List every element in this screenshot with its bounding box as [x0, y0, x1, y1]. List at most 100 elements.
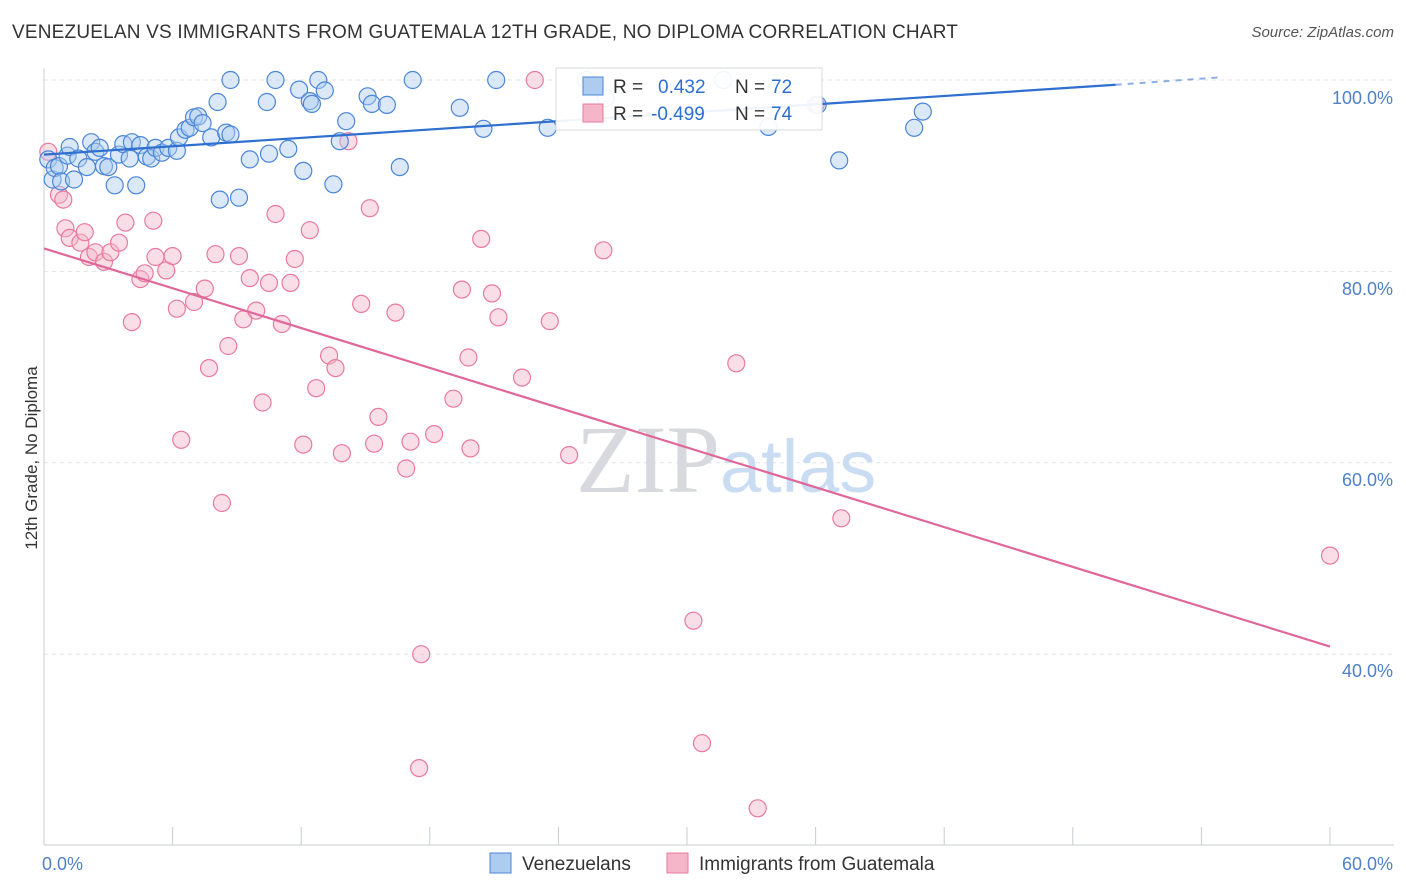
guatemala-point-20	[167, 299, 186, 318]
venezuelan-point-23	[142, 149, 161, 168]
y-axis-label: 12th Grade, No Diploma	[22, 366, 41, 550]
guatemala-point-26	[212, 493, 231, 513]
venezuelan-point-71	[913, 102, 932, 121]
venezuelan-point-15	[105, 176, 124, 195]
venezuelan-point-58	[390, 158, 409, 177]
guatemala-point-63	[525, 70, 544, 90]
guatemala-point-46	[360, 199, 379, 218]
guatemala-point-65	[559, 446, 579, 465]
guatemala-trend-line	[43, 247, 1331, 648]
x-tick-label-min: 0.0%	[42, 854, 83, 874]
guatemala-point-13	[122, 313, 141, 332]
guatemala-point-50	[397, 459, 416, 478]
y-tick-label-80: 80.0%	[1342, 279, 1393, 299]
guatemala-point-72	[832, 509, 851, 528]
venezuelan-point-35	[208, 92, 227, 112]
guatemala-point-28	[229, 247, 249, 266]
venezuelan-point-46	[290, 80, 309, 99]
venezuelan-point-50	[309, 70, 328, 90]
guatemala-point-51	[401, 432, 420, 451]
bottom-swatch-guatemala	[666, 852, 689, 874]
venezuelan-point-59	[403, 70, 422, 90]
guatemala-point-64	[540, 312, 559, 331]
guatemala-point-27	[219, 336, 238, 356]
bottom-swatch-venezuelans	[489, 852, 512, 874]
venezuelan-point-42	[257, 92, 276, 112]
venezuelan-point-9	[77, 158, 97, 177]
guatemala-point-36	[281, 273, 300, 292]
source-label: Source: ZipAtlas.com	[1251, 24, 1394, 41]
guatemala-point-68	[692, 734, 712, 753]
guatemala-point-6	[75, 223, 94, 242]
guatemala-point-56	[452, 280, 471, 299]
guatemala-point-52	[410, 758, 429, 778]
guatemala-point-66	[594, 241, 613, 260]
guatemala-point-70	[748, 799, 767, 818]
guatemala-point-2	[54, 190, 73, 209]
y-tick-label-60: 60.0%	[1342, 470, 1393, 490]
legend-swatch-guatemala	[582, 103, 604, 123]
guatemala-point-0	[39, 142, 58, 161]
guatemala-point-57	[459, 348, 478, 367]
watermark-zip: ZIP	[576, 406, 720, 513]
guatemala-point-30	[240, 269, 259, 288]
guatemala-point-47	[365, 434, 384, 453]
venezuelan-point-39	[229, 188, 249, 207]
guatemala-point-62	[512, 368, 532, 387]
guatemala-point-38	[294, 435, 313, 454]
venezuelan-point-41	[240, 150, 259, 169]
guatemala-point-23	[195, 279, 214, 298]
guatemala-point-37	[285, 249, 304, 269]
guatemala-point-3	[56, 219, 75, 238]
r-value-guatemala: -0.499	[651, 104, 705, 125]
venezuelan-point-14	[99, 158, 118, 177]
venezuelan-point-56	[362, 94, 381, 114]
series-legend: Venezuelans Immigrants from Guatemala	[489, 852, 935, 875]
guatemala-point-55	[444, 389, 463, 408]
guatemala-point-42	[326, 359, 345, 378]
guatemala-point-11	[109, 233, 129, 252]
guatemala-point-32	[253, 393, 272, 412]
guatemala-point-61	[489, 308, 508, 327]
stats-legend: R = 0.432 N = 72 R = -0.499 N = 74	[555, 67, 823, 131]
venezuelan-point-40	[221, 70, 240, 90]
venezuelan-point-20	[127, 176, 146, 195]
guatemala-point-33	[259, 273, 279, 292]
venezuelan-point-38	[210, 190, 229, 209]
guatemala-point-49	[386, 303, 405, 322]
guatemala-point-73	[1320, 546, 1340, 565]
venezuelan-point-70	[905, 118, 924, 137]
guatemala-point-48	[369, 407, 388, 426]
n-label-venezuelans: N =	[735, 77, 765, 98]
venezuelan-point-44	[266, 70, 285, 90]
guatemala-point-58	[461, 439, 480, 458]
guatemala-point-45	[352, 294, 371, 313]
venezuelan-point-12	[90, 138, 109, 157]
venezuelan-point-57	[377, 95, 396, 115]
guatemala-point-59	[472, 229, 491, 248]
venezuelan-point-33	[193, 113, 212, 133]
venezuelan-point-7	[64, 170, 84, 189]
guatemala-point-54	[425, 425, 444, 444]
n-value-guatemala: 74	[771, 104, 793, 125]
x-ticks	[43, 827, 1331, 845]
venezuelan-point-43	[259, 144, 279, 163]
venezuelan-point-47	[294, 161, 313, 180]
venezuelan-point-62	[474, 119, 493, 138]
venezuelan-point-60	[450, 98, 469, 117]
venezuelan-point-69	[830, 151, 849, 170]
venezuelan-point-53	[330, 132, 349, 151]
watermark: ZIP atlas	[576, 406, 876, 513]
guatemala-point-24	[199, 359, 219, 378]
y-tick-label-100: 100.0%	[1332, 88, 1393, 108]
guatemala-point-22	[184, 292, 204, 312]
r-value-venezuelans: 0.432	[658, 77, 706, 98]
chart-title: VENEZUELAN VS IMMIGRANTS FROM GUATEMALA …	[12, 22, 959, 43]
venezuelan-point-48	[300, 91, 319, 111]
guatemala-point-17	[144, 211, 163, 230]
venezuelan-point-52	[324, 175, 343, 194]
venezuelan-point-61	[487, 70, 506, 90]
guatemala-point-67	[684, 611, 703, 630]
x-tick-label-max: 60.0%	[1342, 854, 1393, 874]
guatemala-point-12	[116, 213, 135, 232]
